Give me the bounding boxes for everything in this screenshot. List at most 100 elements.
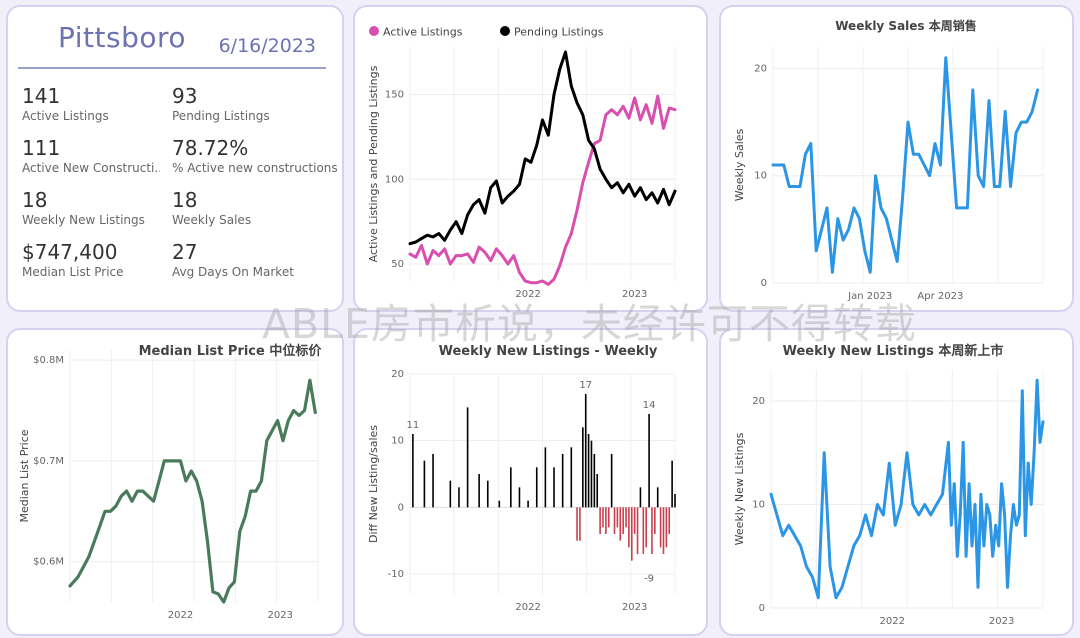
kpi-value: 18 — [22, 188, 48, 212]
diff-bar — [587, 434, 590, 508]
diff-bar — [625, 507, 627, 528]
diff-bar — [498, 500, 501, 508]
legend-label: Pending Listings — [514, 26, 604, 39]
diff-bar — [662, 507, 665, 554]
y-tick-label: 50 — [391, 259, 404, 270]
y-axis-label: Active Listings and Pending Listings — [367, 65, 380, 262]
y-tick-label: $0.6M — [33, 557, 64, 568]
diff-bar — [630, 507, 633, 561]
diff-bar — [590, 440, 593, 508]
city-title: Pittsboro — [58, 21, 187, 54]
kpi-active-listings: 141 Active Listings — [22, 84, 109, 124]
y-axis-label: Median List Price — [18, 429, 31, 522]
diff-bar — [659, 507, 662, 548]
y-axis-label: Weekly Sales — [733, 128, 746, 201]
diff-bar — [610, 454, 613, 508]
x-tick-label: Jan 2023 — [847, 291, 892, 302]
y-tick-label: 10 — [391, 436, 404, 447]
kpi-pct-new-construction: 78.72% % Active new constructions — [172, 136, 338, 176]
diff-bar — [535, 467, 538, 508]
kpi-label: Active New Constructi... — [22, 161, 160, 175]
x-tick-label: 2022 — [515, 602, 540, 613]
diff-bar — [478, 474, 480, 508]
diff-bar — [423, 460, 426, 508]
median-price-card: $0.6M $0.7M $0.8M 2022 2023 Median List Price… — [6, 328, 344, 636]
legend-marker — [369, 26, 379, 36]
diff-bar — [449, 480, 452, 508]
x-tick-label: 2023 — [989, 616, 1014, 627]
diff-bar — [570, 447, 573, 508]
diff-bar — [642, 507, 645, 554]
weekly-new-listings-chart: 0 10 20 2022 2023 Weekly New Listings 本周新上市 We… — [733, 343, 1045, 627]
diff-bar — [668, 507, 671, 534]
listings-chart-card: 50 100 150 2022 2023 Active Listings and Pend… — [353, 5, 708, 312]
diff-bar — [596, 474, 599, 508]
kpi-value: 78.72% — [172, 136, 249, 160]
diff-bar — [639, 487, 642, 508]
kpi-value: 111 — [22, 136, 61, 160]
series-line — [771, 56, 1040, 274]
kpi-median-list-price: $747,400 Median List Price — [22, 240, 124, 280]
kpi-label: % Active new constructions — [172, 161, 338, 175]
y-tick-label: 20 — [754, 63, 767, 74]
diff-bar — [616, 507, 619, 528]
diff-bar — [651, 507, 653, 554]
y-axis-label: Weekly New Listings — [733, 432, 746, 545]
report-date: 6/16/2023 — [218, 35, 316, 57]
diff-bar — [584, 394, 587, 508]
diff-bar — [633, 507, 636, 534]
diff-bar — [605, 507, 607, 534]
title-divider — [18, 67, 326, 69]
diff-bar — [674, 494, 676, 508]
diff-bar — [486, 480, 489, 508]
diff-bar — [619, 507, 622, 541]
data-label: -9 — [644, 573, 654, 584]
diff-bar — [622, 507, 624, 534]
listings-chart: 50 100 150 2022 2023 Active Listings and Pend… — [367, 26, 677, 300]
kpi-label: Weekly New Listings — [22, 213, 145, 227]
y-tick-label: 20 — [752, 396, 765, 407]
diff-bar — [582, 427, 584, 508]
kpi-label: Weekly Sales — [172, 213, 252, 227]
diff-bar — [458, 487, 460, 508]
kpi-value: 141 — [22, 84, 61, 108]
y-tick-label: 0 — [761, 278, 767, 289]
kpi-weekly-sales: 18 Weekly Sales — [172, 188, 251, 228]
kpi-value: 27 — [172, 240, 198, 264]
diff-bar — [553, 467, 555, 508]
x-tick-label: 2023 — [268, 610, 293, 621]
diff-bar — [602, 507, 604, 528]
kpi-pending-listings: 93 Pending Listings — [172, 84, 270, 124]
y-tick-label: $0.8M — [33, 355, 64, 366]
diff-bar — [599, 507, 601, 534]
y-tick-label: 150 — [385, 89, 404, 100]
x-tick-label: 2023 — [622, 602, 647, 613]
y-tick-label: 20 — [391, 369, 404, 380]
diff-bar — [579, 507, 581, 541]
y-tick-label: 0 — [398, 502, 404, 513]
series-line — [68, 378, 317, 604]
diff-bar — [656, 487, 659, 508]
kpi-value: $747,400 — [22, 240, 118, 264]
weekly-sales-card: 0 10 20 Jan 2023 Apr 2023 Weekly Sales 本周销售 We… — [719, 5, 1074, 312]
diff-bar — [544, 447, 547, 508]
y-tick-label: $0.7M — [33, 456, 64, 467]
x-tick-label: 2022 — [168, 610, 193, 621]
data-label: 14 — [643, 400, 656, 411]
kpi-active-new-construction: 111 Active New Constructi... — [22, 136, 160, 176]
diff-bar — [561, 454, 564, 508]
kpi-label: Active Listings — [22, 109, 109, 123]
median-price-chart: $0.6M $0.7M $0.8M 2022 2023 Median List Price… — [18, 343, 322, 621]
kpi-label: Pending Listings — [172, 109, 270, 123]
kpi-avg-days-on-market: 27 Avg Days On Market — [172, 240, 294, 280]
diff-bar — [628, 507, 630, 548]
weekly-new-listings-card: 0 10 20 2022 2023 Weekly New Listings 本周新上市 We… — [719, 328, 1074, 636]
diff-bar — [613, 507, 616, 534]
diff-bar — [648, 414, 650, 508]
diff-bar — [654, 507, 656, 534]
diff-bar — [593, 454, 596, 508]
legend-marker — [500, 26, 510, 36]
kpi-label: Median List Price — [22, 265, 124, 279]
x-tick-label: 2022 — [515, 289, 540, 300]
data-label: 17 — [579, 380, 592, 391]
